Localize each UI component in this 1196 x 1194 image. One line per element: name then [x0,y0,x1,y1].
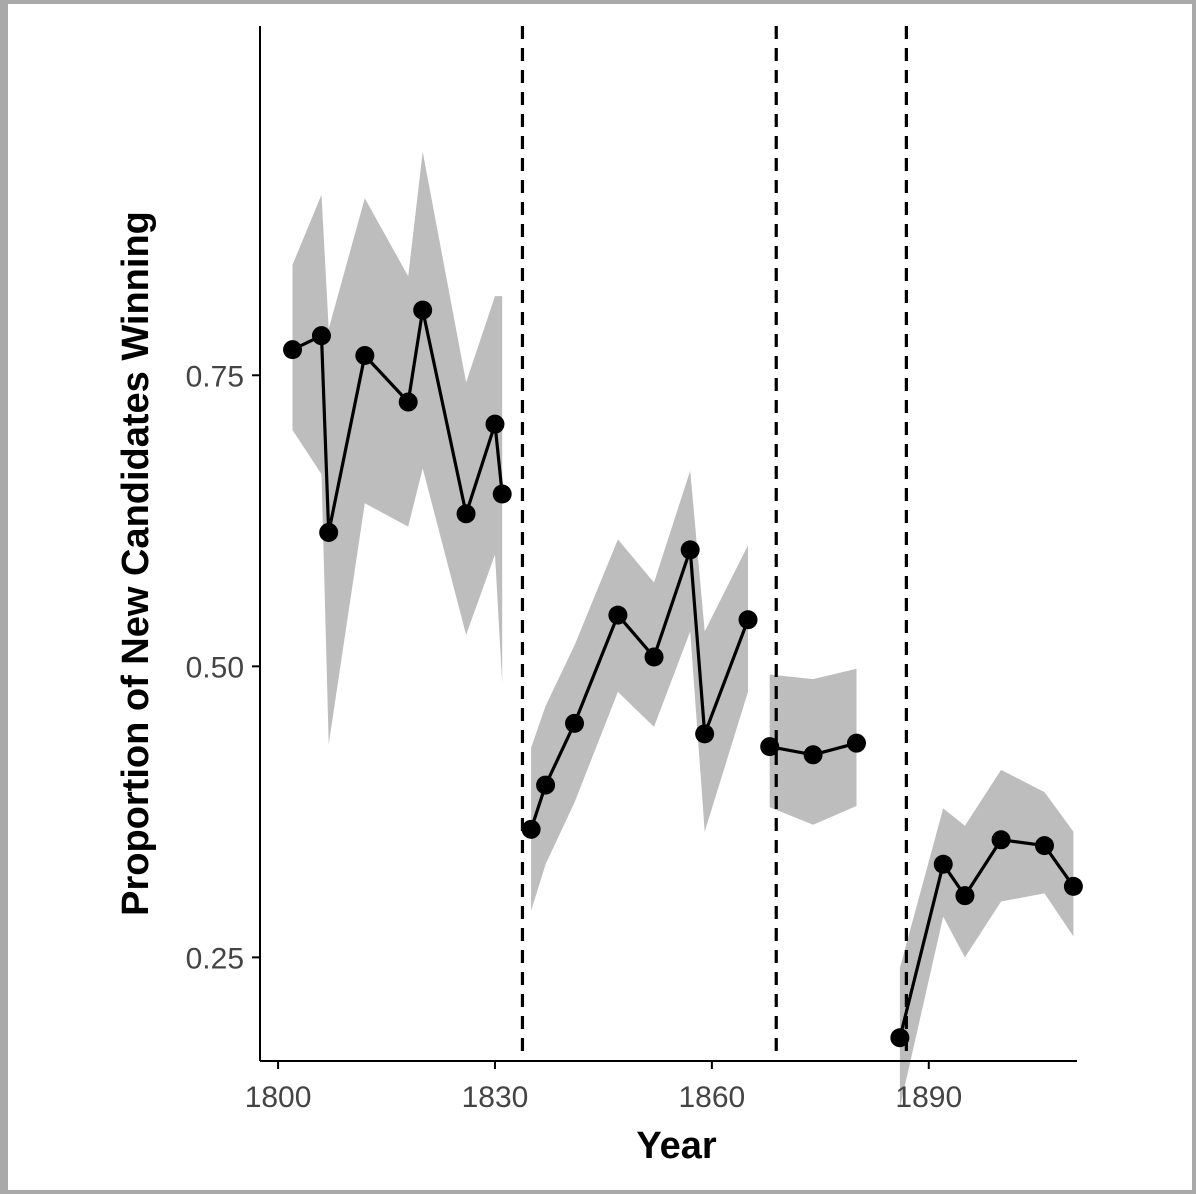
data-point-1-1 [283,340,303,360]
x-tick-label: 1860 [679,1081,746,1114]
data-point-2-2 [536,775,556,795]
data-point-2-7 [695,724,715,744]
data-point-2-3 [565,713,585,733]
data-point-2-4 [608,605,628,625]
data-point-3-1 [760,737,780,757]
confidence-ribbon-1 [292,151,503,745]
data-point-4-1 [890,1028,910,1048]
data-point-1-6 [413,300,433,320]
series-line-2 [529,548,750,830]
axes: 0.25 0.50 0.75 1800 1830 1860 1890 [186,26,1077,1114]
data-point-2-8 [738,610,758,630]
data-point-4-3 [955,886,975,906]
data-point-1-2 [311,326,331,346]
data-point-2-5 [644,647,664,667]
data-point-3-2 [803,745,823,765]
data-point-3-3 [846,733,866,753]
confidence-ribbon-4 [899,769,1074,1108]
y-tick-label: 0.25 [186,942,244,975]
x-axis-ticks: 1800 1830 1860 1890 [245,1061,962,1114]
data-point-1-8 [485,414,505,434]
data-point-1-9 [492,484,512,504]
x-tick-label: 1830 [462,1081,529,1114]
y-axis-title: Proportion of New Candidates Winning [115,211,157,916]
y-tick-label: 0.75 [186,360,244,393]
line-chart: 0.25 0.50 0.75 1800 1830 1860 1890 Year Propo… [115,26,1083,1167]
data-point-1-3 [319,522,339,542]
plot-frame: 0.25 0.50 0.75 1800 1830 1860 1890 Year Propo… [8,4,1192,1190]
x-tick-label: 1890 [895,1081,962,1114]
data-point-4-4 [991,830,1011,850]
data-point-2-1 [521,819,541,839]
data-point-1-5 [398,392,418,412]
series-points [283,300,1083,1048]
data-point-4-6 [1063,876,1083,896]
data-point-2-6 [680,540,700,560]
y-tick-label: 0.50 [186,651,244,684]
x-tick-label: 1800 [245,1081,312,1114]
data-point-4-2 [933,854,953,874]
data-point-1-7 [456,504,476,524]
data-point-4-5 [1034,836,1054,856]
y-axis-ticks: 0.25 0.50 0.75 [186,360,260,975]
confidence-ribbons [292,151,1074,1108]
x-axis-title: Year [636,1125,717,1167]
data-point-1-4 [355,345,375,365]
confidence-ribbon-2 [531,470,748,911]
period-dividers [520,26,908,1061]
